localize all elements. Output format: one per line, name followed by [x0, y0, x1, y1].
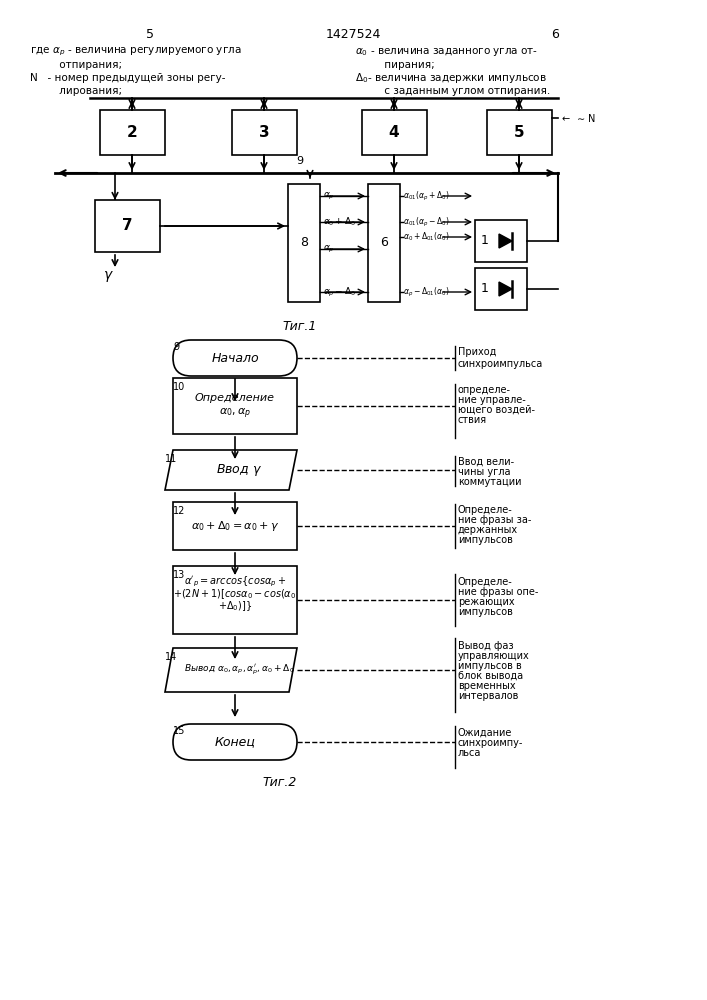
Text: $\gamma$: $\gamma$ [103, 269, 113, 284]
Polygon shape [165, 648, 297, 692]
Text: интервалов: интервалов [458, 691, 518, 701]
Text: $\alpha'_p=arccos\{cos\alpha_p+$: $\alpha'_p=arccos\{cos\alpha_p+$ [184, 575, 286, 589]
Text: синхроимпу-: синхроимпу- [458, 738, 523, 748]
FancyBboxPatch shape [173, 566, 297, 634]
FancyBboxPatch shape [95, 200, 160, 252]
FancyBboxPatch shape [288, 184, 320, 302]
Text: пирания;: пирания; [355, 60, 435, 70]
FancyBboxPatch shape [173, 502, 297, 550]
Text: с заданным углом отпирания.: с заданным углом отпирания. [355, 86, 550, 96]
Text: Приход: Приход [458, 347, 496, 357]
Text: 5: 5 [514, 125, 525, 140]
Text: ствия: ствия [458, 415, 487, 425]
FancyBboxPatch shape [173, 340, 297, 376]
Text: синхроимпульса: синхроимпульса [458, 359, 543, 369]
Text: $\alpha_0, \alpha_p$: $\alpha_0, \alpha_p$ [219, 407, 251, 421]
Text: определе-: определе- [458, 385, 511, 395]
Polygon shape [499, 282, 512, 296]
Text: $\alpha_0$ - величина заданного угла от-: $\alpha_0$ - величина заданного угла от- [355, 46, 538, 58]
Text: управляющих: управляющих [458, 651, 530, 661]
Text: 4: 4 [389, 125, 399, 140]
Text: 11: 11 [165, 454, 177, 464]
Text: 6: 6 [380, 236, 388, 249]
Text: Определе-: Определе- [458, 505, 513, 515]
Text: Вывод $\alpha_0,\alpha_p,\alpha^\prime_p,\alpha_0+\Delta_0$: Вывод $\alpha_0,\alpha_p,\alpha^\prime_p… [184, 663, 294, 677]
Text: коммутации: коммутации [458, 477, 522, 487]
Text: чины угла: чины угла [458, 467, 510, 477]
Polygon shape [499, 234, 512, 248]
Text: 3: 3 [259, 125, 269, 140]
Text: $+(2N+1)[cos\alpha_0-cos(\alpha_0$: $+(2N+1)[cos\alpha_0-cos(\alpha_0$ [173, 587, 297, 601]
Text: Вывод фаз: Вывод фаз [458, 641, 513, 651]
Polygon shape [165, 450, 297, 490]
Text: импульсов: импульсов [458, 607, 513, 617]
Text: Определе-: Определе- [458, 577, 513, 587]
Text: 12: 12 [173, 506, 185, 516]
Text: режающих: режающих [458, 597, 515, 607]
Text: Ожидание: Ожидание [458, 728, 513, 738]
Text: 1427524: 1427524 [325, 28, 380, 41]
Text: Τиг.1: Τиг.1 [283, 320, 317, 334]
Text: ющего воздей-: ющего воздей- [458, 405, 535, 415]
Text: 13: 13 [173, 570, 185, 580]
FancyBboxPatch shape [173, 378, 297, 434]
Text: временных: временных [458, 681, 515, 691]
Text: $\alpha_p$: $\alpha_p$ [323, 190, 334, 202]
Text: $\alpha_0+\Delta_{01}(\alpha_0)$: $\alpha_0+\Delta_{01}(\alpha_0)$ [403, 231, 450, 243]
FancyBboxPatch shape [475, 220, 527, 262]
Text: Ввод вели-: Ввод вели- [458, 457, 514, 467]
FancyBboxPatch shape [232, 110, 297, 155]
Text: 5: 5 [146, 28, 154, 41]
Text: $\leftarrow$ $\sim$N: $\leftarrow$ $\sim$N [560, 112, 595, 124]
Text: 8: 8 [300, 236, 308, 249]
Text: 1: 1 [481, 282, 489, 296]
Text: 14: 14 [165, 652, 177, 662]
Text: ние управле-: ние управле- [458, 395, 526, 405]
Text: импульсов в: импульсов в [458, 661, 522, 671]
Text: льса: льса [458, 748, 481, 758]
Text: $\alpha_p$: $\alpha_p$ [323, 243, 334, 255]
Text: $\alpha_p-\Delta_0$: $\alpha_p-\Delta_0$ [323, 285, 356, 299]
Text: Определение: Определение [195, 393, 275, 403]
Text: $\alpha_p-\Delta_{01}(\alpha_0)$: $\alpha_p-\Delta_{01}(\alpha_0)$ [403, 285, 450, 299]
Text: Начало: Начало [211, 352, 259, 364]
Text: $\alpha_0+\Delta_0=\alpha_0+\gamma$: $\alpha_0+\Delta_0=\alpha_0+\gamma$ [191, 519, 279, 533]
Text: блок вывода: блок вывода [458, 671, 523, 681]
Text: держанных: держанных [458, 525, 518, 535]
Text: Конец: Конец [214, 736, 255, 748]
Text: Ввод $\gamma$: Ввод $\gamma$ [216, 462, 262, 478]
Text: где $\alpha_p$ - величина регулируемого угла: где $\alpha_p$ - величина регулируемого … [30, 46, 242, 58]
Text: ние фразы за-: ние фразы за- [458, 515, 532, 525]
FancyBboxPatch shape [173, 724, 297, 760]
FancyBboxPatch shape [487, 110, 552, 155]
Text: 7: 7 [122, 219, 133, 233]
FancyBboxPatch shape [475, 268, 527, 310]
Text: 6: 6 [551, 28, 559, 41]
Text: $\alpha_0+\Delta_0$: $\alpha_0+\Delta_0$ [323, 216, 356, 228]
FancyBboxPatch shape [368, 184, 400, 302]
Text: N   - номер предыдущей зоны регу-: N - номер предыдущей зоны регу- [30, 73, 226, 83]
Text: лирования;: лирования; [30, 86, 122, 96]
Text: 15: 15 [173, 726, 185, 736]
Text: ние фразы опе-: ние фразы опе- [458, 587, 538, 597]
Text: 9: 9 [173, 342, 179, 352]
Text: 9: 9 [296, 156, 303, 166]
Text: $\Delta_0$- величина задержки импульсов: $\Delta_0$- величина задержки импульсов [355, 71, 547, 85]
Text: $\alpha_{01}(\alpha_p+\Delta_0)$: $\alpha_{01}(\alpha_p+\Delta_0)$ [403, 189, 450, 203]
FancyBboxPatch shape [100, 110, 165, 155]
Text: Τиг.2: Τиг.2 [263, 776, 297, 788]
Text: 2: 2 [127, 125, 137, 140]
Text: отпирания;: отпирания; [30, 60, 122, 70]
Text: 10: 10 [173, 382, 185, 392]
Text: $\alpha_{01}(\alpha_p-\Delta_0)$: $\alpha_{01}(\alpha_p-\Delta_0)$ [403, 215, 450, 229]
FancyBboxPatch shape [362, 110, 427, 155]
Text: $+\Delta_0)]\}$: $+\Delta_0)]\}$ [218, 599, 252, 613]
Text: 1: 1 [481, 234, 489, 247]
Text: импульсов: импульсов [458, 535, 513, 545]
